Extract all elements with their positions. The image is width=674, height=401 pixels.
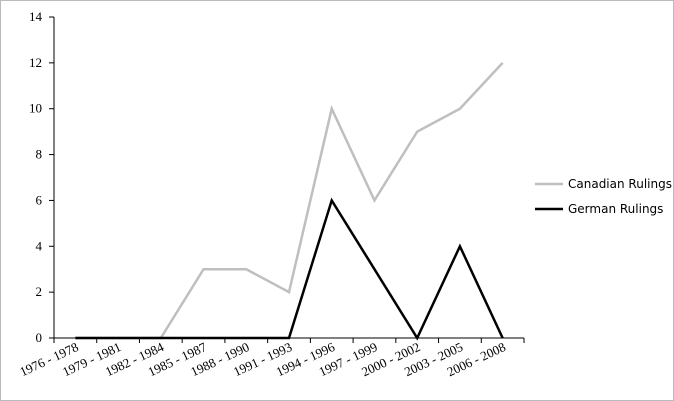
legend-label: Canadian Rulings xyxy=(568,177,672,191)
y-tick-label: 0 xyxy=(36,330,43,345)
legend-label: German Rulings xyxy=(568,202,663,216)
legend: Canadian Rulings German Rulings xyxy=(535,177,672,216)
y-tick-label: 10 xyxy=(29,101,42,116)
y-tick-label: 12 xyxy=(29,55,42,70)
y-tick-label: 6 xyxy=(36,192,43,207)
y-tick-label: 8 xyxy=(36,147,43,162)
y-tick-label: 14 xyxy=(29,9,43,24)
series-line xyxy=(75,62,504,340)
y-tick-label: 4 xyxy=(36,238,43,253)
series-line xyxy=(75,197,504,341)
y-tick-label: 2 xyxy=(36,284,43,299)
